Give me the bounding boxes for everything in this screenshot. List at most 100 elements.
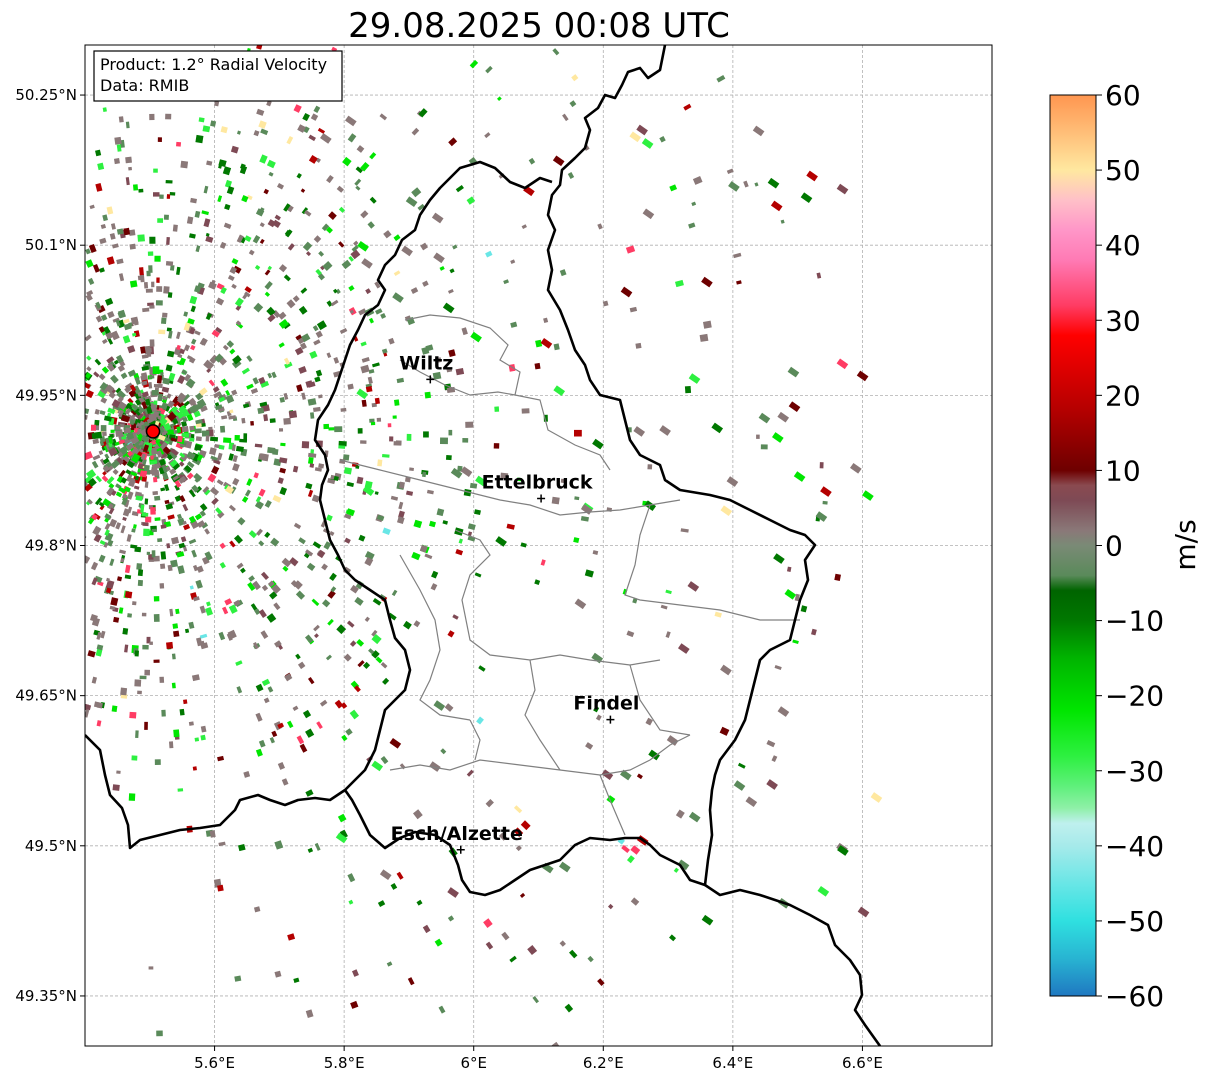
radar-echo [141, 380, 148, 386]
radar-echo [377, 459, 383, 467]
radar-echo [120, 687, 128, 696]
radar-echo [206, 160, 213, 166]
radar-echo [786, 566, 792, 572]
radar-echo [349, 640, 357, 647]
radar-echo [204, 551, 213, 561]
radar-echo [754, 182, 759, 187]
radar-echo [293, 104, 302, 113]
radar-echo [283, 203, 291, 212]
radar-echo [170, 264, 175, 271]
radar-echo [260, 571, 269, 581]
radar-echo [335, 832, 348, 844]
radar-echo [199, 503, 208, 512]
radar-echo [393, 270, 401, 277]
radar-echo [248, 575, 255, 582]
radar-echo [130, 471, 138, 477]
border-luxembourg [313, 45, 817, 897]
radar-echo [360, 364, 370, 374]
radar-echo [369, 317, 374, 324]
radar-echo [205, 235, 214, 243]
radar-echo [328, 427, 335, 431]
radar-echo [153, 168, 158, 173]
radar-echo [379, 869, 392, 881]
radar-echo [684, 386, 692, 394]
radar-echo [113, 158, 120, 165]
radar-echo [145, 405, 153, 414]
radar-echo [153, 596, 160, 602]
city-label: Findel [573, 693, 639, 715]
radar-echo [391, 589, 398, 597]
radar-echo [455, 367, 465, 376]
radar-echo [229, 266, 237, 275]
radar-echo [369, 152, 377, 160]
colorbar-tick-label: 40 [1105, 229, 1141, 262]
radar-echo [146, 551, 151, 555]
radar-echo [528, 157, 536, 165]
radar-echo [375, 656, 383, 664]
radar-echo [210, 436, 219, 442]
radar-echo [267, 372, 273, 379]
radar-echo [98, 450, 104, 456]
radar-echo [452, 244, 458, 250]
radar-echo [278, 342, 285, 348]
radar-echo [270, 537, 280, 547]
radar-echo [263, 188, 269, 195]
radar-echo [289, 557, 299, 567]
radar-echo [370, 421, 376, 426]
canton-border-west [399, 554, 471, 721]
radar-echo [186, 451, 196, 460]
radar-echo [112, 784, 120, 791]
radar-echo [166, 393, 172, 399]
lat-tick-label: 49.95°N [15, 386, 77, 404]
radar-echo [222, 606, 229, 615]
canton-border-capellen [469, 659, 561, 771]
radar-echo [197, 520, 206, 528]
radar-echo [229, 540, 236, 548]
map-title: 29.08.2025 00:08 UTC [348, 6, 730, 46]
radar-echo [361, 399, 367, 407]
radar-echo [297, 661, 306, 670]
radar-echo [413, 519, 423, 529]
radar-echo [392, 415, 397, 419]
radar-echo [521, 408, 530, 414]
radar-echo [142, 307, 150, 313]
radar-echo [687, 581, 700, 592]
radar-echo [386, 961, 393, 967]
radar-echo [305, 482, 313, 490]
radar-echo [106, 539, 114, 547]
radar-echo [126, 534, 132, 542]
radar-echo [160, 487, 166, 492]
radar-echo [235, 660, 243, 666]
radar-echo [91, 513, 98, 521]
radar-echo [258, 120, 267, 129]
colorbar-tick-label: 10 [1105, 454, 1141, 487]
radar-echo [309, 463, 315, 468]
radar-echo [297, 124, 306, 133]
radar-echo [244, 489, 251, 497]
radar-echo [424, 391, 432, 399]
radar-echo [228, 415, 237, 420]
radar-echo [217, 452, 223, 460]
radar-echo [139, 675, 147, 680]
radar-echo [304, 549, 314, 557]
radar-echo [236, 234, 244, 244]
radar-echo [394, 399, 400, 406]
radar-echo [150, 507, 156, 515]
radar-echo [301, 441, 310, 449]
radar-echo [149, 339, 155, 347]
radar-echo [153, 614, 160, 622]
radar-echo [360, 341, 367, 347]
radar-echo [299, 342, 307, 350]
radar-echo [134, 650, 139, 657]
radar-echo [772, 432, 784, 443]
radar-echo [156, 277, 160, 283]
radar-echo [405, 490, 414, 496]
radar-echo [121, 435, 127, 441]
radar-echo [688, 373, 701, 384]
radar-echo [254, 608, 261, 615]
radar-echo [112, 468, 119, 475]
radar-echo [190, 434, 195, 439]
radar-echo [132, 184, 139, 191]
radar-echo [227, 274, 235, 282]
radar-echo [93, 533, 102, 543]
